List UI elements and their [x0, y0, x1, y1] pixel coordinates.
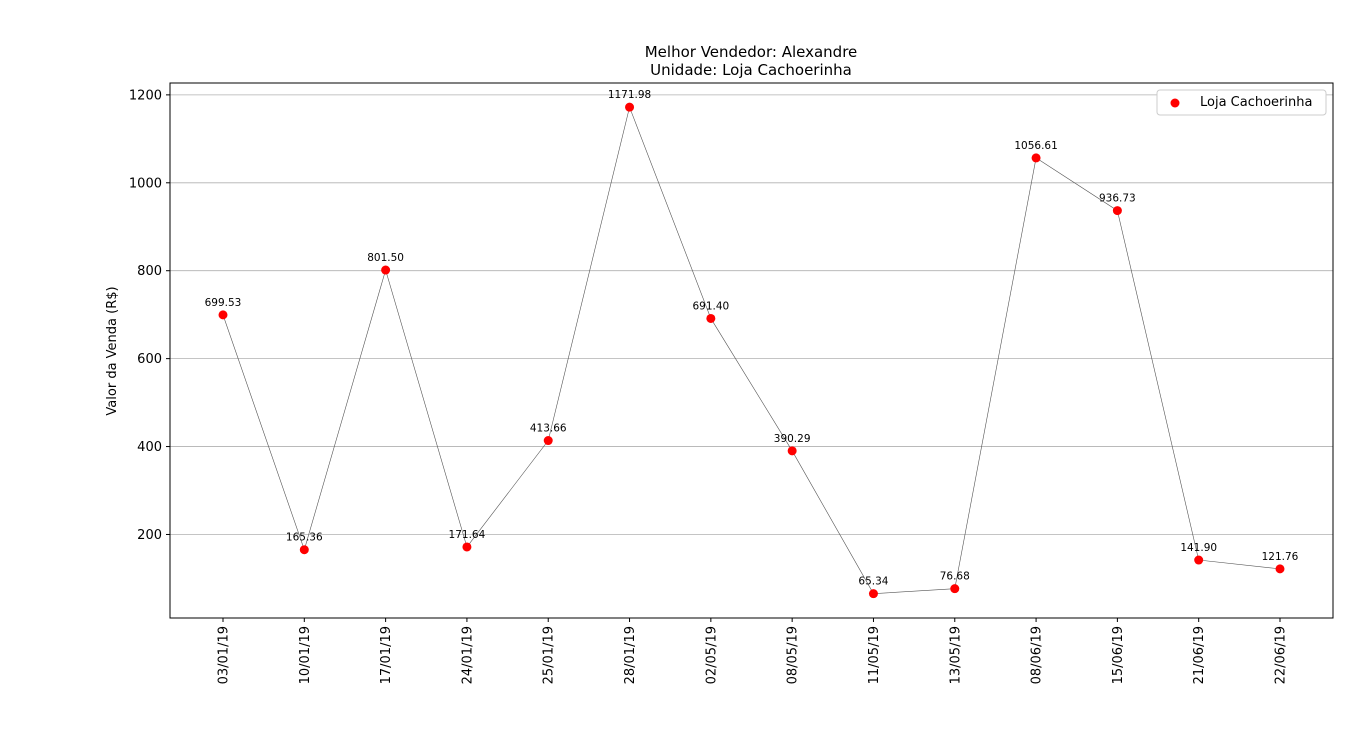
x-ticks: 03/01/19 10/01/19 17/01/19 24/01/19 25/01/19… — [217, 618, 1289, 684]
data-label: 801.50 — [367, 252, 404, 264]
data-point — [787, 446, 797, 456]
data-point — [299, 545, 309, 555]
legend-box — [1156, 89, 1327, 116]
data-label: 390.29 — [774, 433, 811, 445]
x-tick-label: 21/06/19 — [1192, 626, 1207, 684]
y-tick-label: 400 — [137, 440, 162, 455]
grid-lines — [170, 94, 1333, 535]
x-tick-label: 08/06/19 — [1030, 626, 1045, 684]
data-point — [1275, 564, 1285, 574]
x-tick-label: 28/01/19 — [623, 626, 638, 684]
data-point — [1112, 206, 1122, 216]
x-tick-label: 08/05/19 — [786, 626, 801, 684]
data-label: 141.90 — [1180, 542, 1217, 554]
data-label: 1171.98 — [608, 89, 651, 101]
data-label: 1056.61 — [1014, 140, 1057, 152]
data-label: 165.36 — [286, 532, 323, 544]
series-points — [218, 102, 1285, 599]
x-tick-label: 11/05/19 — [867, 626, 882, 684]
data-label: 171.64 — [449, 529, 486, 541]
data-label: 699.53 — [205, 297, 242, 309]
y-tick-label: 200 — [137, 528, 162, 543]
x-tick-label: 22/06/19 — [1274, 626, 1289, 684]
data-label: 65.34 — [858, 576, 888, 588]
y-tick-label: 1000 — [129, 176, 162, 191]
data-label: 413.66 — [530, 423, 567, 435]
y-ticks: 200 400 600 800 1000 1200 — [129, 88, 170, 543]
chart-title: Melhor Vendedor: Alexandre — [645, 43, 858, 61]
data-point — [462, 542, 472, 552]
plot-frame — [169, 82, 1334, 619]
legend-label: Loja Cachoerinha — [1200, 95, 1312, 110]
data-point — [1031, 153, 1041, 163]
chart-subtitle: Unidade: Loja Cachoerinha — [650, 61, 852, 79]
data-point — [543, 436, 553, 446]
data-point — [625, 102, 635, 112]
x-tick-label: 17/01/19 — [379, 626, 394, 684]
data-label: 936.73 — [1099, 193, 1136, 205]
y-tick-label: 1200 — [129, 88, 162, 103]
y-tick-label: 800 — [137, 264, 162, 279]
x-tick-label: 24/01/19 — [460, 626, 475, 684]
x-tick-label: 10/01/19 — [298, 626, 313, 684]
y-axis-label: Valor da Venda (R$) — [105, 286, 120, 415]
legend: Loja Cachoerinha — [1156, 89, 1327, 116]
x-tick-label: 02/05/19 — [704, 626, 719, 684]
data-point — [1194, 555, 1204, 565]
data-point — [706, 313, 716, 323]
series-line — [222, 106, 1281, 594]
data-label: 76.68 — [940, 571, 970, 583]
y-tick-label: 600 — [137, 352, 162, 367]
x-tick-label: 15/06/19 — [1111, 626, 1126, 684]
data-point — [868, 589, 878, 599]
data-point — [381, 265, 391, 275]
data-point — [950, 584, 960, 594]
x-tick-label: 25/01/19 — [542, 626, 557, 684]
series-polyline — [222, 106, 1281, 594]
data-label: 691.40 — [692, 300, 729, 312]
legend-marker — [1170, 98, 1180, 108]
data-point — [218, 310, 228, 320]
data-labels: 699.53 165.36 801.50 171.64 413.66 1171.98 691… — [205, 89, 1299, 587]
x-tick-label: 03/01/19 — [217, 626, 232, 684]
data-label: 121.76 — [1262, 551, 1299, 563]
x-tick-label: 13/05/19 — [948, 626, 963, 684]
